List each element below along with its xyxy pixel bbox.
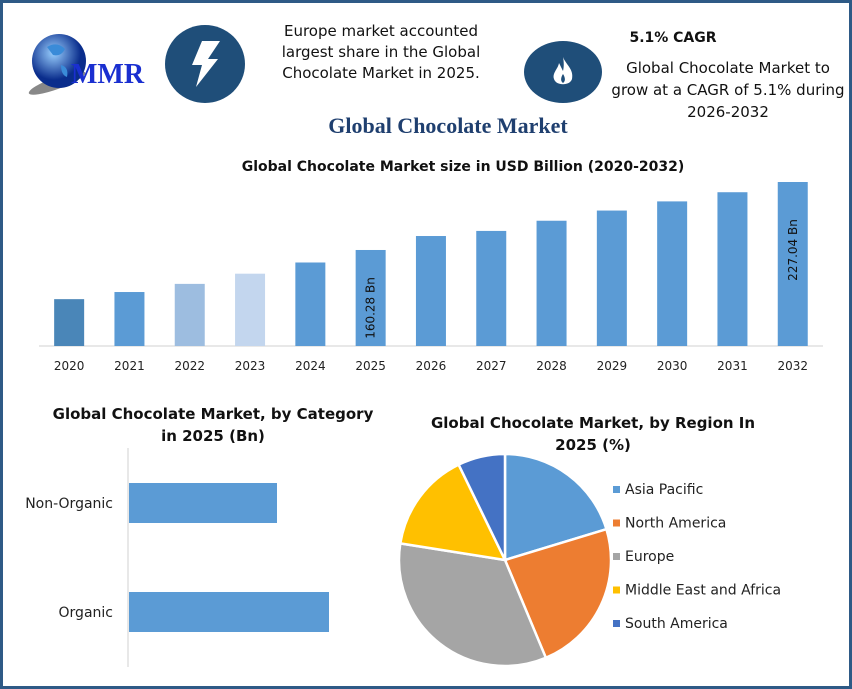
legend-label: Asia Pacific (625, 482, 703, 498)
legend-swatch (613, 519, 620, 527)
legend-label: Middle East and Africa (625, 583, 781, 599)
legend-swatch (613, 620, 620, 627)
tick-label-2023: 2023 (235, 359, 266, 373)
tick-label-2021: 2021 (114, 359, 145, 373)
category-label-organic: Organic (59, 605, 113, 621)
logo-text: MMR (71, 59, 145, 90)
tick-label-2032: 2032 (777, 359, 808, 373)
tick-label-2029: 2029 (597, 359, 628, 373)
legend-label: South America (625, 616, 728, 632)
legend-swatch (613, 486, 620, 493)
bar-2021 (114, 292, 145, 346)
data-label-2025: 160.28 Bn (364, 277, 378, 339)
tick-label-2028: 2028 (536, 359, 567, 373)
category-label-non-organic: Non-Organic (25, 496, 113, 512)
legend-swatch (613, 586, 620, 594)
main-title: Global Chocolate Market (328, 113, 568, 138)
category-bar-chart: Non-Organic Organic (25, 448, 329, 667)
bar-2020 (54, 299, 85, 346)
cagr-title: 5.1% CAGR (629, 30, 717, 46)
legend-swatch (613, 553, 620, 560)
region-chart-title: Global Chocolate Market, by Region In 20… (430, 414, 756, 454)
cagr-note: Global Chocolate Market to grow at a CAG… (611, 59, 845, 121)
legend-label: North America (625, 516, 726, 532)
bar-chart-title: Global Chocolate Market size in USD Bill… (241, 159, 685, 175)
tick-label-2024: 2024 (295, 359, 326, 373)
flame-icon (524, 41, 602, 103)
pie-slice-north-america (503, 527, 613, 660)
legend-label: Europe (625, 549, 674, 565)
pie-slice-asia-pacific (503, 452, 608, 562)
market-size-bar-chart: 2020 2021 2022 2023 2024 2025 160.28 Bn 2026 202… (39, 182, 823, 373)
data-label-2032: 227.04 Bn (786, 219, 800, 281)
bar-2030 (657, 201, 688, 346)
lightning-icon (165, 25, 245, 103)
bar-non-organic (129, 483, 277, 523)
pie-slice-middle-east-and-africa (398, 462, 508, 562)
pie-slice-europe (397, 541, 548, 668)
bar-2029 (596, 210, 627, 346)
bar-2032 (777, 182, 808, 346)
tick-label-2020: 2020 (54, 359, 85, 373)
pie-slice-south-america (456, 452, 507, 561)
globe-icon (28, 34, 86, 95)
bar-2025 (355, 249, 386, 346)
tick-label-2022: 2022 (174, 359, 205, 373)
bar-2031 (717, 192, 748, 346)
bar-2023 (235, 273, 266, 346)
mmr-logo: MMR (17, 25, 162, 97)
tick-label-2030: 2030 (657, 359, 688, 373)
tick-label-2026: 2026 (416, 359, 447, 373)
europe-note: Europe market accounted largest share in… (281, 22, 481, 82)
bar-2026 (415, 236, 446, 346)
tick-label-2027: 2027 (476, 359, 507, 373)
region-pie-chart: Asia Pacific North America Europe Middle Ea… (397, 452, 781, 668)
tick-label-2025: 2025 (355, 359, 386, 373)
bar-organic (129, 592, 329, 632)
bar-2027 (476, 230, 507, 346)
tick-label-2031: 2031 (717, 359, 748, 373)
category-chart-title: Global Chocolate Market, by Category in … (52, 405, 374, 445)
bar-2028 (536, 220, 567, 346)
bar-2024 (295, 262, 326, 346)
bar-2022 (174, 283, 205, 346)
